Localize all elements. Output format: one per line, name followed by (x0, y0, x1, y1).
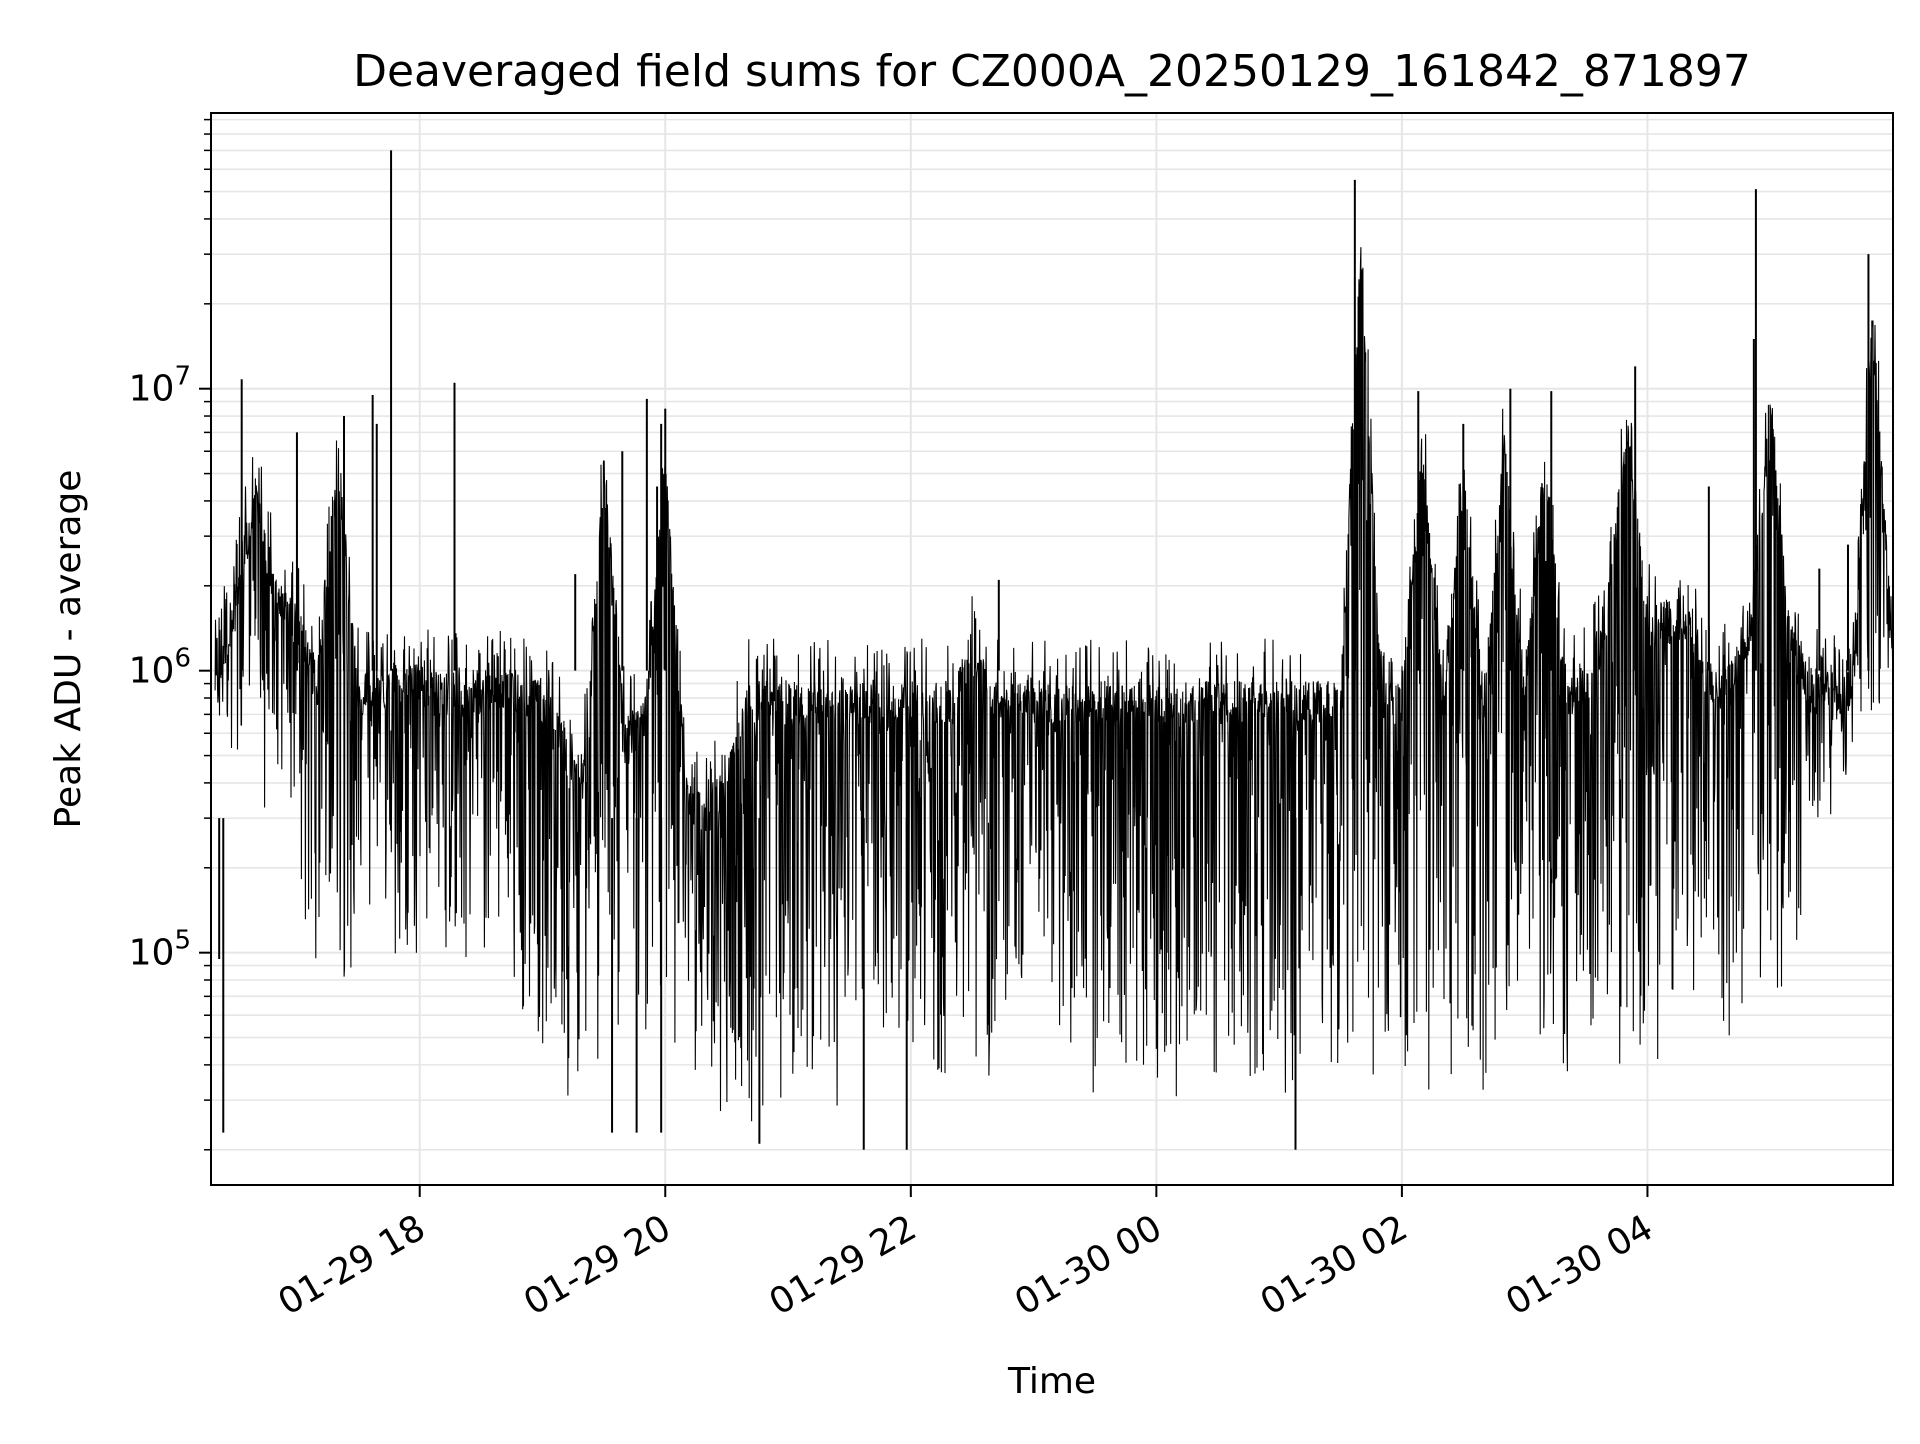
y-tick-base: 10 (129, 369, 175, 410)
y-tick-exponent: 5 (174, 926, 191, 956)
series-line (214, 247, 1894, 1122)
y-tick-base: 10 (129, 933, 175, 974)
data-series (214, 150, 1894, 1150)
chart-title: Deaveraged field sums for CZ000A_2025012… (353, 46, 1751, 97)
plot-frame (210, 112, 1894, 1186)
y-tick-label: 105 (129, 926, 191, 974)
y-tick-label: 106 (129, 644, 191, 692)
y-tick-label: 107 (129, 362, 191, 410)
x-axis-label: Time (1007, 1361, 1096, 1402)
y-tick-exponent: 7 (174, 362, 191, 392)
y-tick-base: 10 (129, 651, 175, 692)
y-axis-label: Peak ADU - average (48, 470, 89, 829)
y-tick-exponent: 6 (174, 644, 191, 674)
